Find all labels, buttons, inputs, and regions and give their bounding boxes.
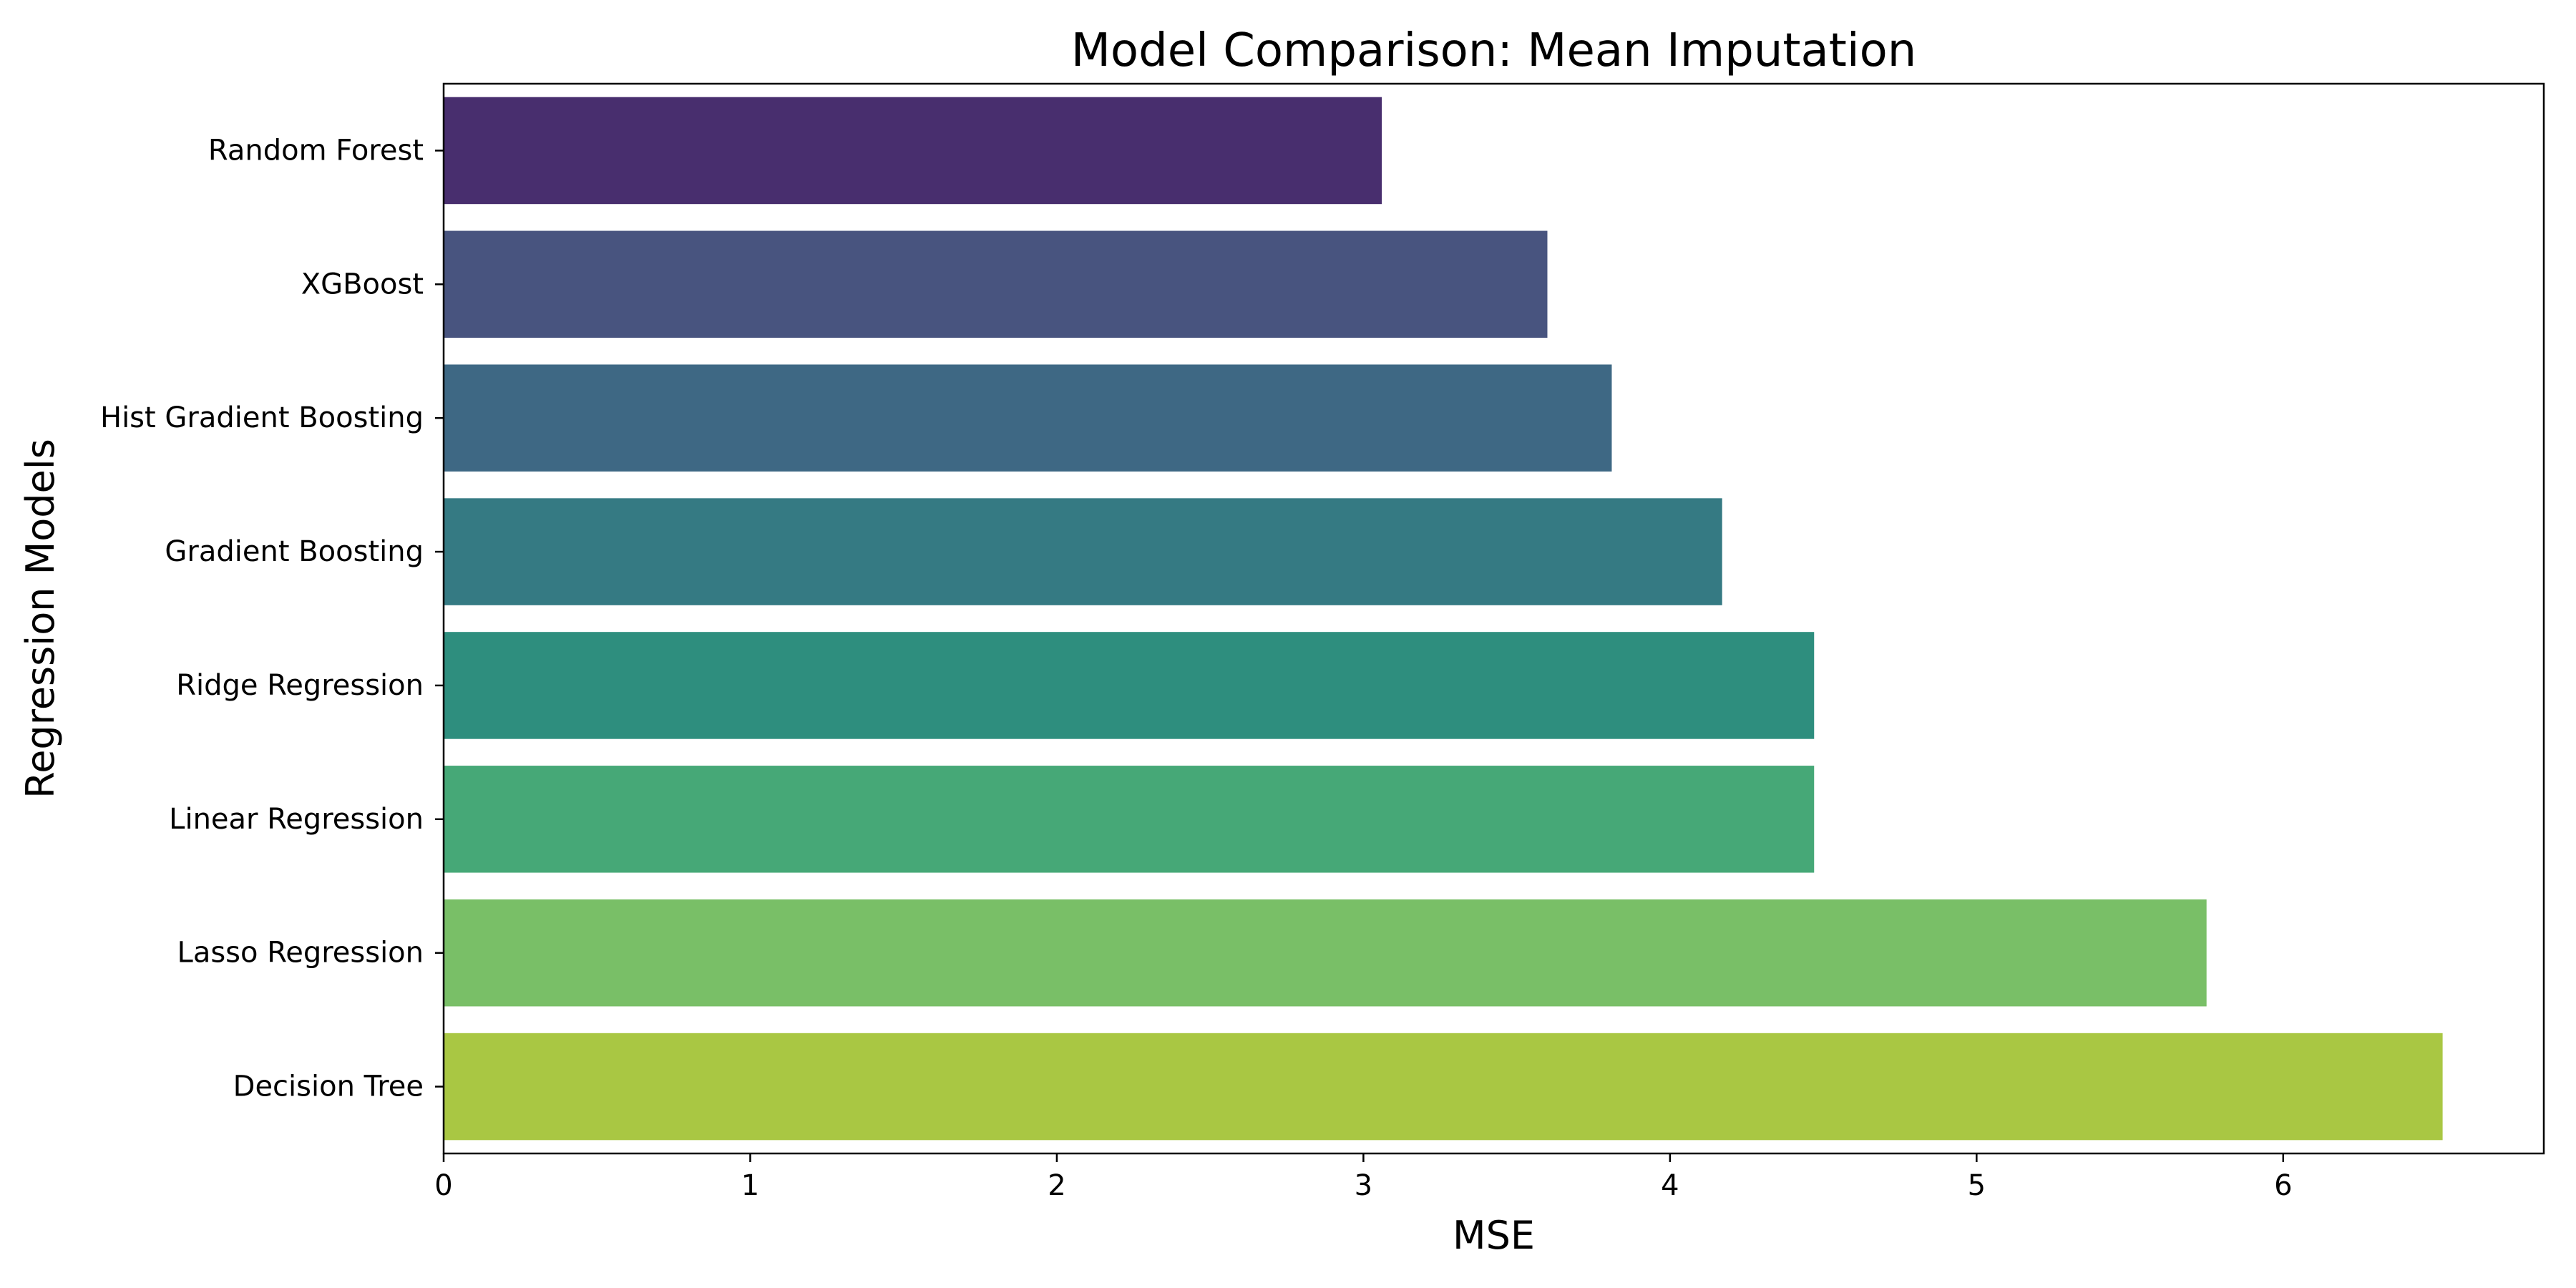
x-tick-label: 2 — [1048, 1169, 1065, 1202]
bar-gradient-boosting — [444, 498, 1722, 605]
x-axis-label: MSE — [1453, 1213, 1535, 1258]
x-tick-label: 6 — [2274, 1169, 2292, 1202]
bar-hist-gradient-boosting — [444, 364, 1612, 472]
x-tick-label: 3 — [1355, 1169, 1372, 1202]
y-tick-label: Decision Tree — [233, 1070, 424, 1103]
bars-layer — [444, 97, 2443, 1141]
y-tick-label: Linear Regression — [169, 803, 424, 836]
x-tick-label: 1 — [741, 1169, 759, 1202]
plot-frame — [442, 82, 2545, 1155]
bar-lasso-regression — [444, 899, 2207, 1007]
y-tick-label: Gradient Boosting — [165, 535, 424, 568]
y-tick-label: Lasso Regression — [177, 937, 424, 970]
bar-decision-tree — [444, 1033, 2443, 1141]
y-axis-label: Regression Models — [18, 439, 63, 799]
y-tick-label: Hist Gradient Boosting — [100, 401, 424, 434]
bar-linear-regression — [444, 766, 1815, 873]
y-tick-label: XGBoost — [301, 268, 424, 301]
x-ticks-layer: 0 1 2 3 4 5 6 — [434, 1153, 2293, 1202]
x-tick-label: 0 — [434, 1169, 452, 1202]
x-tick-label: 5 — [1968, 1169, 1986, 1202]
bar-ridge-regression — [444, 632, 1815, 739]
y-tick-label: Ridge Regression — [176, 669, 424, 702]
y-ticks-layer: Random Forest XGBoost Hist Gradient Boosti… — [100, 134, 444, 1103]
bar-random-forest — [444, 97, 1382, 205]
chart-title: Model Comparison: Mean Imputation — [1071, 24, 1917, 77]
bar-xgboost — [444, 230, 1548, 338]
y-tick-label: Random Forest — [208, 134, 424, 167]
x-tick-label: 4 — [1661, 1169, 1679, 1202]
